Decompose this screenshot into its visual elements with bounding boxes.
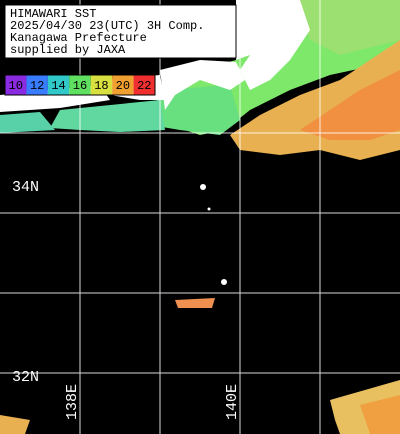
info-box: [4, 4, 237, 59]
colorbar-swatch: [69, 75, 91, 95]
colorbar-swatch: [112, 75, 134, 95]
longitude-label: 138E: [64, 384, 81, 420]
colorbar-label: 22: [137, 79, 151, 93]
info-line: supplied by JAXA: [10, 43, 126, 57]
info-line: HIMAWARI SST: [10, 7, 96, 21]
latitude-label: 34N: [12, 179, 39, 196]
info-line: Kanagawa Prefecture: [10, 31, 147, 45]
colorbar-swatch: [5, 75, 27, 95]
latitude-label: 32N: [12, 369, 39, 386]
longitude-label: 140E: [224, 384, 241, 420]
colorbar: 10 12 14 16 18 20 22: [4, 74, 156, 96]
colorbar-label: 16: [73, 79, 87, 93]
colorbar-label: 10: [9, 79, 23, 93]
colorbar-label: 18: [94, 79, 108, 93]
colorbar-label: 20: [116, 79, 130, 93]
colorbar-swatch: [26, 75, 48, 95]
colorbar-swatch: [47, 75, 70, 95]
colorbar-swatch: [90, 75, 113, 95]
colorbar-label: 14: [51, 79, 65, 93]
colorbar-frame: [4, 74, 156, 96]
colorbar-label: 12: [30, 79, 44, 93]
info-line: 2025/04/30 23(UTC) 3H Comp.: [10, 19, 204, 33]
colorbar-swatch: [133, 75, 155, 95]
